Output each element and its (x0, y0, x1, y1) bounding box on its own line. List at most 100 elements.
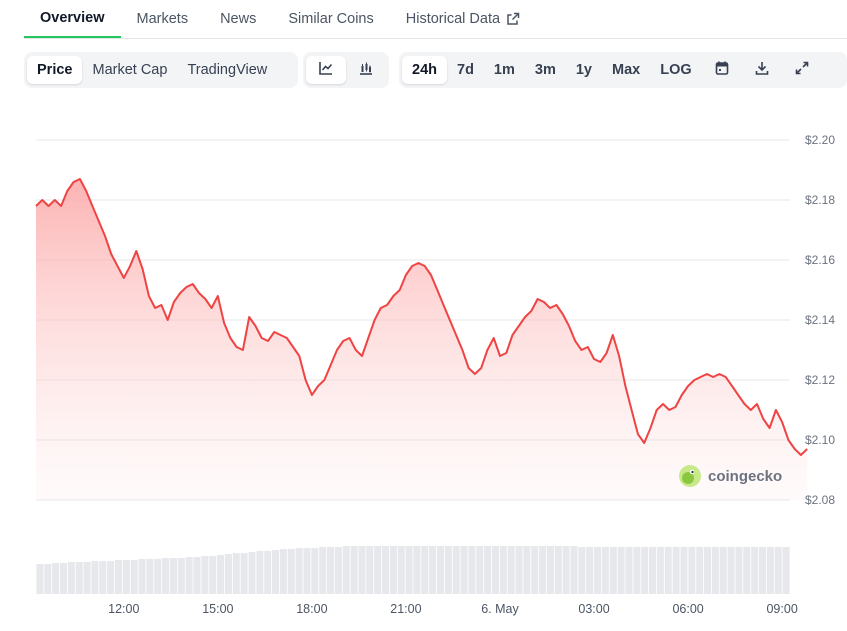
fullscreen-button[interactable] (782, 56, 822, 84)
tradingview-toggle[interactable]: TradingView (187, 62, 268, 78)
volume-bar (680, 547, 688, 594)
volume-bar (460, 546, 468, 594)
price-area (36, 179, 808, 500)
volume-bar (523, 546, 531, 594)
y-axis-labels: $2.20 $2.18 $2.16 $2.14 $2.12 $2.10 $2.08 (805, 133, 835, 507)
tab-similar-coins[interactable]: Similar Coins (288, 11, 374, 27)
volume-bar (358, 546, 366, 594)
volume-bar (546, 546, 554, 594)
volume-bar (327, 547, 335, 594)
volume-bar (272, 550, 280, 594)
volume-bar (405, 546, 413, 594)
volume-bar (319, 547, 327, 594)
x-tick-label: 03:00 (578, 602, 609, 616)
y-tick-label: $2.10 (805, 433, 835, 447)
volume-bar (264, 551, 272, 594)
volume-bar (664, 547, 672, 594)
volume-bar (429, 546, 437, 594)
x-tick-label: 09:00 (766, 602, 797, 616)
volume-bar (649, 547, 657, 594)
volume-bar (507, 546, 515, 594)
tab-historical-data[interactable]: Historical Data (390, 0, 536, 38)
x-axis-labels: 12:00 15:00 18:00 21:00 6. May 03:00 06:00 09:0… (108, 602, 798, 616)
volume-bar (67, 562, 75, 594)
fullscreen-icon (794, 60, 810, 80)
volume-bar (774, 547, 782, 594)
volume-bar (381, 546, 390, 594)
volume-bar (334, 547, 342, 594)
volume-bar (586, 547, 594, 594)
volume-bar (444, 546, 452, 594)
tab-overview[interactable]: Overview (24, 0, 121, 38)
volume-bar (397, 546, 405, 594)
range-3m[interactable]: 3m (534, 62, 556, 78)
volume-bar (688, 547, 696, 594)
volume-bar (350, 546, 358, 594)
coingecko-watermark: coingecko (679, 465, 782, 487)
volume-bar (672, 547, 680, 594)
volume-bar (114, 560, 122, 594)
range-1m[interactable]: 1m (493, 62, 515, 78)
price-toggle[interactable]: Price (27, 56, 83, 84)
volume-bar (578, 547, 586, 594)
volume-bar (374, 546, 382, 594)
y-tick-label: $2.18 (805, 193, 835, 207)
volume-bar (232, 553, 240, 594)
volume-bar (169, 558, 177, 594)
volume-bar (609, 547, 617, 594)
range-24h[interactable]: 24h (402, 56, 447, 84)
volume-bar (193, 557, 201, 594)
calendar-button[interactable] (702, 56, 742, 84)
volume-bar (719, 547, 727, 594)
volume-bar (162, 558, 170, 594)
download-button[interactable] (742, 56, 782, 84)
volume-bar (287, 549, 295, 594)
volume-bar (594, 547, 602, 594)
log-scale-toggle[interactable]: LOG (660, 62, 692, 78)
volume-bar (452, 546, 460, 594)
watermark-text: coingecko (708, 468, 782, 485)
volume-bar (36, 564, 44, 594)
volume-bar (696, 547, 704, 594)
price-chart[interactable]: $2.20 $2.18 $2.16 $2.14 $2.12 $2.10 $2.08 12:0… (0, 90, 847, 631)
volume-bar (484, 546, 492, 594)
volume-bar (539, 546, 547, 594)
volume-bar (83, 562, 91, 594)
volume-bar (91, 561, 99, 594)
volume-bar (122, 560, 130, 594)
volume-bar (656, 547, 664, 594)
market-cap-toggle[interactable]: Market Cap (92, 62, 168, 78)
volume-bar (641, 547, 649, 594)
x-tick-label: 15:00 (202, 602, 233, 616)
range-max[interactable]: Max (612, 62, 641, 78)
volume-bar (735, 547, 743, 594)
volume-bar (751, 547, 759, 594)
candlestick-chart-button[interactable] (346, 56, 386, 84)
y-tick-label: $2.12 (805, 373, 835, 387)
y-tick-label: $2.20 (805, 133, 835, 147)
volume-bars (36, 546, 790, 594)
volume-bar (413, 546, 421, 594)
tab-markets[interactable]: Markets (136, 11, 189, 27)
tab-news[interactable]: News (220, 11, 257, 27)
data-type-selector: Price Market Cap TradingView (24, 52, 298, 88)
volume-bar (499, 546, 507, 594)
volume-bar (107, 561, 115, 594)
line-chart-icon (318, 60, 334, 80)
range-1y[interactable]: 1y (575, 62, 592, 78)
price-line (35, 178, 808, 456)
y-tick-label: $2.16 (805, 253, 835, 267)
range-7d[interactable]: 7d (457, 62, 474, 78)
x-tick-label: 21:00 (390, 602, 421, 616)
volume-bar (177, 558, 185, 594)
volume-bar (421, 546, 429, 594)
candlestick-chart-icon (358, 60, 374, 80)
volume-bar (154, 559, 162, 594)
chart-style-selector (303, 52, 389, 88)
volume-bar (248, 552, 256, 594)
volume-bar (256, 551, 264, 594)
volume-bar (389, 546, 397, 594)
volume-bar (44, 564, 52, 594)
volume-bar (185, 557, 193, 594)
line-chart-button[interactable] (306, 56, 346, 84)
